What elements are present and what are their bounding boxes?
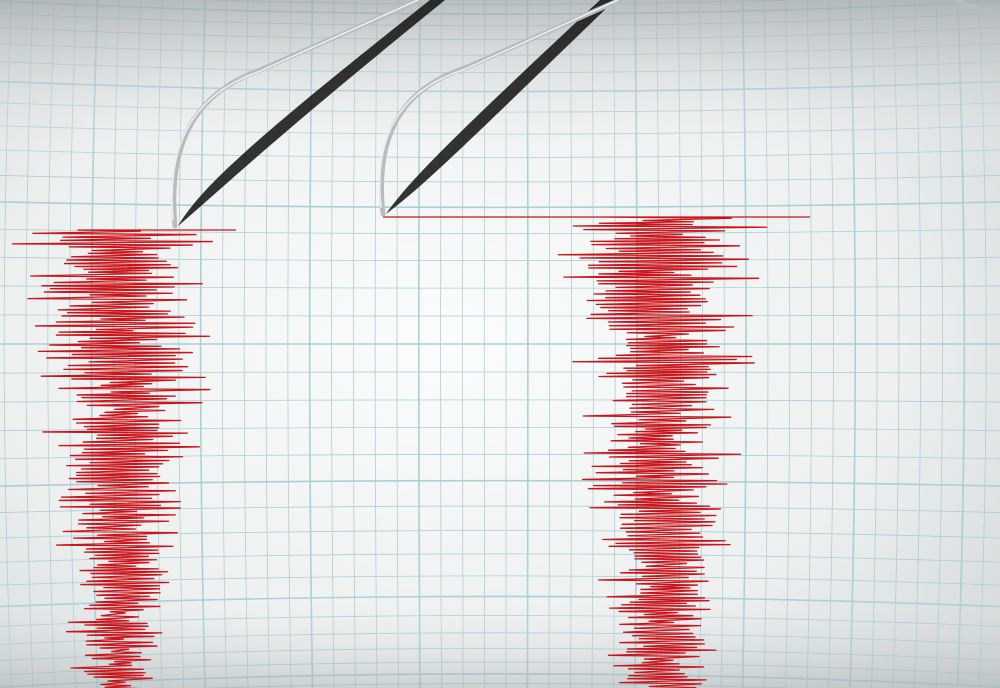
needle-left xyxy=(171,0,423,229)
left-seismogram xyxy=(11,229,236,688)
needle-far-right xyxy=(954,0,1000,21)
right-seismogram xyxy=(383,216,810,688)
needle-right-highlight xyxy=(379,0,619,209)
needles xyxy=(171,0,1000,229)
needle-right xyxy=(378,0,623,217)
seismogram-traces xyxy=(11,216,810,688)
needle-left-highlight xyxy=(171,0,419,221)
needle-shadow-right xyxy=(386,0,615,214)
